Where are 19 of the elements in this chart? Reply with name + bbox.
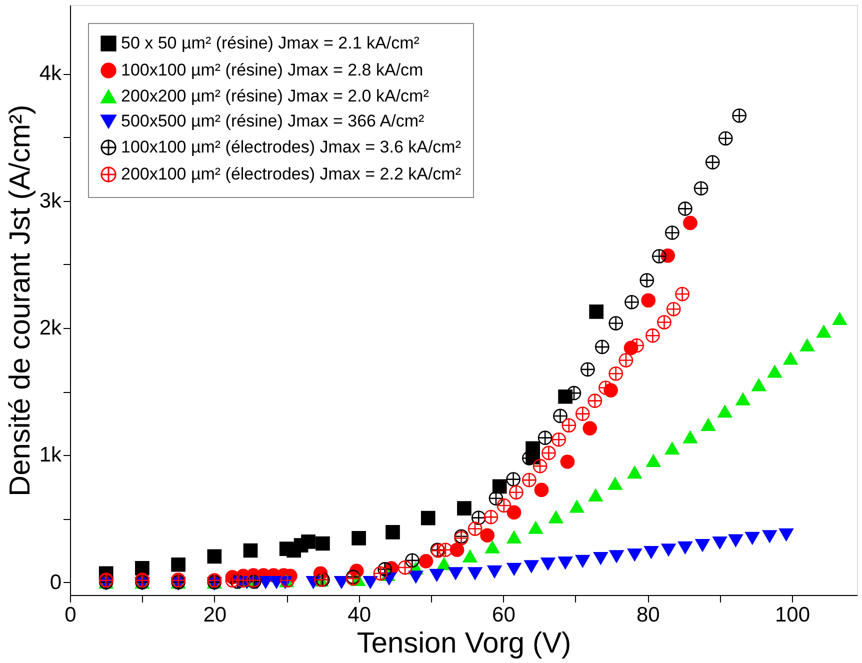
y-tick-label: 2k (39, 316, 62, 340)
y-tick-label: 4k (39, 62, 62, 86)
x-tick-label: 40 (348, 604, 371, 626)
x-tick-label: 80 (636, 604, 660, 626)
legend-label: 500x500 µm² (résine) Jmax = 366 A/cm² (121, 112, 424, 130)
legend-label: 200x200 µm² (résine) Jmax = 2.0 kA/cm² (121, 86, 430, 106)
legend-label: 100x100 µm² (électrodes) Jmax = 3.6 kA/cm² (121, 138, 462, 156)
x-tick-label: 0 (64, 604, 76, 626)
x-tick-label: 60 (492, 604, 516, 626)
legend-label: 200x100 µm² (électrodes) Jmax = 2.2 kA/cm² (121, 164, 462, 184)
x-axis-title: Tension Vorg (V) (356, 628, 572, 660)
y-tick-label: 3k (39, 189, 62, 212)
y-tick-label: 1k (39, 444, 62, 467)
y-axis-title: Densité de courant Jst (A/cm²) (4, 104, 36, 496)
x-tick-label: 100 (774, 604, 810, 626)
y-tick-label: 0 (50, 570, 62, 594)
x-tick-label: 20 (203, 604, 227, 626)
legend-label: 50 x 50 µm² (résine) Jmax = 2.1 kA/cm² (121, 34, 420, 52)
legend-label: 100x100 µm² (résine) Jmax = 2.8 kA/cm (121, 60, 424, 80)
